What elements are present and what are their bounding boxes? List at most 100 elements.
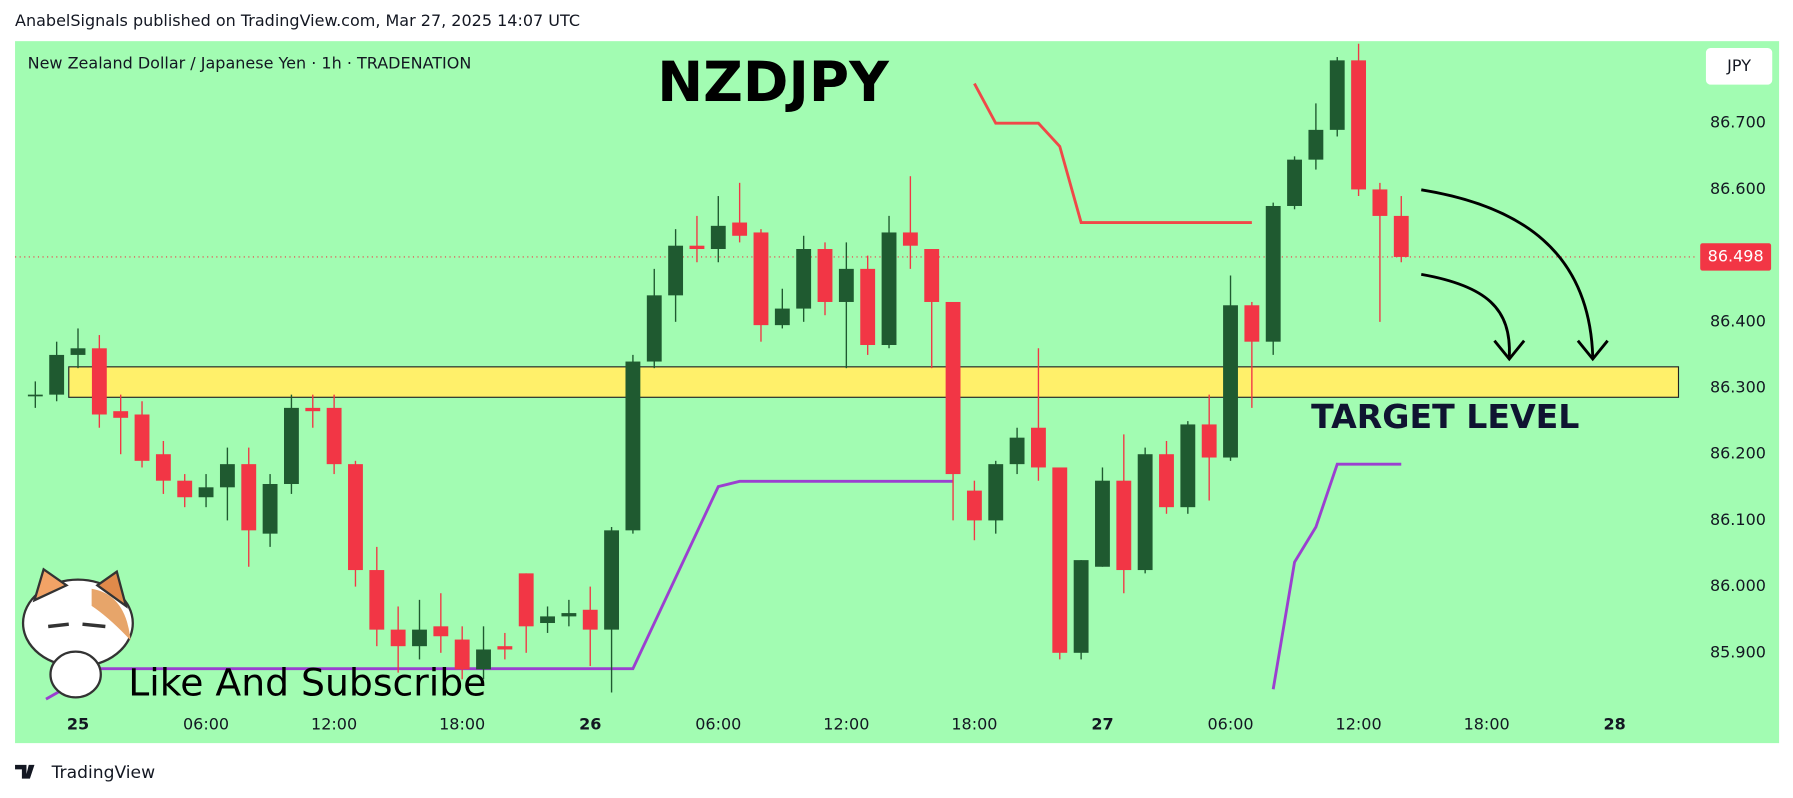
candle-body xyxy=(70,348,86,355)
y-tick-label: 86.400 xyxy=(1710,311,1766,330)
candle-body xyxy=(561,613,577,617)
candle-body xyxy=(326,407,342,465)
candle-body xyxy=(689,245,705,250)
candle-body xyxy=(1287,159,1302,206)
candle-body xyxy=(924,249,940,302)
candle-body xyxy=(817,249,833,302)
candle-body xyxy=(668,245,684,296)
candle-body xyxy=(540,616,555,624)
x-tick-label: 12:00 xyxy=(823,714,869,733)
candle-body xyxy=(582,609,598,630)
x-tick-label: 26 xyxy=(579,714,601,733)
x-tick-label: 12:00 xyxy=(311,714,357,733)
x-tick-label: 28 xyxy=(1604,714,1626,733)
candle-body xyxy=(988,464,1004,521)
candle-body xyxy=(27,394,43,397)
candle-body xyxy=(625,361,641,531)
x-tick-label: 18:00 xyxy=(951,714,997,733)
candle-body xyxy=(966,490,982,521)
y-tick-label: 86.700 xyxy=(1710,113,1766,132)
brand-name: TradingView xyxy=(51,763,155,783)
candle-body xyxy=(1351,60,1367,190)
candle-body xyxy=(155,454,171,481)
currency-box xyxy=(1705,48,1773,85)
tradingview-logo: TradingView xyxy=(15,763,155,783)
candle-body xyxy=(860,268,876,345)
candle-body xyxy=(1201,424,1217,458)
subscribe-text: Like And Subscribe xyxy=(128,660,486,704)
indicator-line xyxy=(973,82,1252,224)
candle-body xyxy=(710,225,726,250)
arrow xyxy=(1421,188,1595,357)
arrow xyxy=(1421,272,1511,357)
candle-body xyxy=(1265,205,1281,342)
cat-mascot xyxy=(21,567,134,699)
candle-body xyxy=(1372,189,1388,216)
x-tick-label: 12:00 xyxy=(1336,714,1382,733)
candle-body xyxy=(177,480,193,498)
candle-body xyxy=(1159,454,1174,508)
plot-area: 85.90086.00086.10086.20086.30086.40086.5… xyxy=(15,43,1772,733)
candle-body xyxy=(91,348,107,415)
y-tick-label: 86.300 xyxy=(1710,378,1766,397)
candle-body xyxy=(796,249,812,309)
symbol-description: New Zealand Dollar / Japanese Yen · 1h ·… xyxy=(28,54,472,73)
last-price-box xyxy=(1700,243,1772,271)
candle-body xyxy=(1052,467,1068,653)
candle-body xyxy=(390,629,406,647)
candle-body xyxy=(1393,215,1409,257)
candle-body xyxy=(1308,129,1324,160)
candle-body xyxy=(348,464,363,571)
candle-body xyxy=(1073,560,1089,653)
candle-body xyxy=(476,649,491,670)
candle-body xyxy=(1009,437,1025,465)
x-tick-label: 06:00 xyxy=(1207,714,1253,733)
currency-label: JPY xyxy=(1726,56,1751,75)
candle-body xyxy=(732,222,748,236)
x-tick-label: 27 xyxy=(1091,714,1113,733)
y-tick-label: 85.900 xyxy=(1710,642,1766,661)
target-level-label: TARGET LEVEL xyxy=(1311,397,1579,436)
candle-body xyxy=(1116,480,1132,571)
candle-body xyxy=(774,308,790,326)
candle-body xyxy=(241,464,257,531)
candle-body xyxy=(518,573,534,627)
y-tick-label: 86.600 xyxy=(1710,179,1766,198)
candle-body xyxy=(838,268,854,302)
indicator-line xyxy=(1271,462,1402,690)
candle-body xyxy=(1223,305,1238,458)
candle-body xyxy=(454,639,470,670)
candle-body xyxy=(1244,305,1260,342)
chart-title: NZDJPY xyxy=(657,50,890,114)
y-tick-label: 86.200 xyxy=(1710,444,1766,463)
candle-body xyxy=(1095,480,1110,567)
candle-body xyxy=(134,414,150,461)
candle-body xyxy=(753,232,769,326)
candle-body xyxy=(433,626,449,637)
y-tick-label: 86.000 xyxy=(1710,576,1766,595)
publish-header: AnabelSignals published on TradingView.c… xyxy=(15,11,580,30)
candle-body xyxy=(1031,427,1046,468)
x-tick-label: 25 xyxy=(67,714,89,733)
target-zone xyxy=(68,366,1680,398)
candle-body xyxy=(497,646,513,650)
candle-body xyxy=(219,464,235,488)
x-tick-label: 18:00 xyxy=(439,714,485,733)
candle-body xyxy=(1329,60,1345,130)
candle-body xyxy=(604,530,620,630)
x-tick-label: 18:00 xyxy=(1464,714,1510,733)
last-price-label: 86.498 xyxy=(1708,246,1764,265)
y-tick-label: 86.100 xyxy=(1710,510,1766,529)
candle-body xyxy=(881,232,897,345)
candle-body xyxy=(945,301,961,475)
candle-body xyxy=(1137,454,1153,571)
candle-body xyxy=(49,354,65,395)
candle-body xyxy=(646,295,662,362)
x-tick-label: 06:00 xyxy=(183,714,229,733)
candle-body xyxy=(284,407,299,485)
arrow-head xyxy=(1576,339,1609,362)
arrow-head xyxy=(1493,339,1526,362)
candle-body xyxy=(369,570,385,630)
